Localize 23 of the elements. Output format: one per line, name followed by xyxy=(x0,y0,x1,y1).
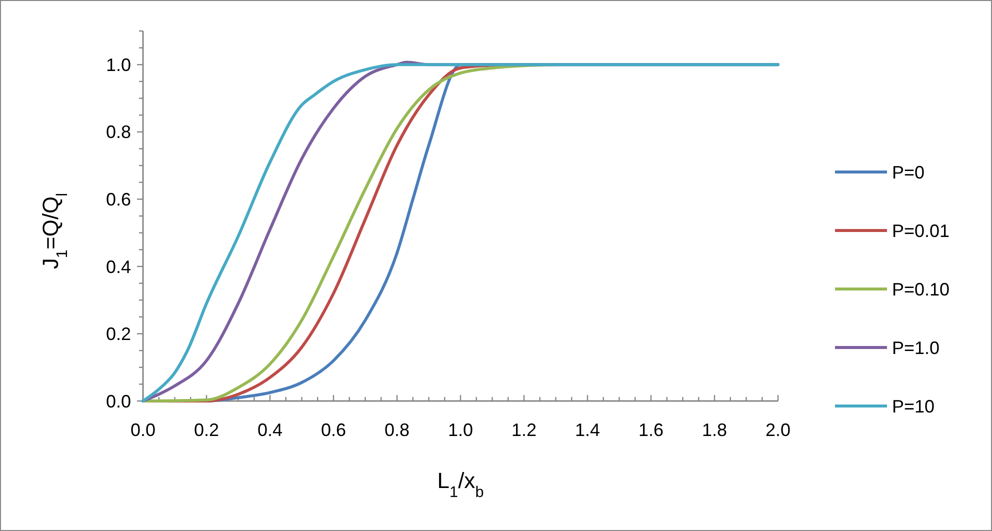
x-axis-title: L$_{1}$/x$_{b}$ xyxy=(437,468,484,500)
legend-label: P=0 xyxy=(892,162,925,182)
y-tick-label: 0.6 xyxy=(106,189,131,210)
x-tick-label: 1.8 xyxy=(702,420,728,440)
x-tick-label: 0.2 xyxy=(194,420,220,440)
legend-label: P=10 xyxy=(892,396,935,416)
legend-label: P=0.01 xyxy=(892,220,950,241)
y-tick-label: 0.0 xyxy=(106,391,131,412)
y-tick-label: 0.2 xyxy=(106,324,131,344)
x-tick-label: 2.0 xyxy=(765,420,791,440)
legend-label: P=0.10 xyxy=(892,279,950,300)
x-tick-label: 1.2 xyxy=(511,420,537,440)
x-tick-label: 1.0 xyxy=(448,420,474,440)
x-tick-label: 1.4 xyxy=(574,420,600,440)
y-tick-label: 0.8 xyxy=(106,122,131,142)
y-tick-label: 1.0 xyxy=(106,54,131,75)
x-tick-label: 0.0 xyxy=(130,420,156,440)
x-tick-label: 0.4 xyxy=(257,420,283,440)
legend-label: P=1.0 xyxy=(892,338,940,358)
x-tick-label: 1.6 xyxy=(638,420,664,440)
x-tick-label: 0.6 xyxy=(320,420,346,440)
x-tick-label: 0.8 xyxy=(384,420,410,440)
y-tick-label: 0.4 xyxy=(106,256,131,277)
